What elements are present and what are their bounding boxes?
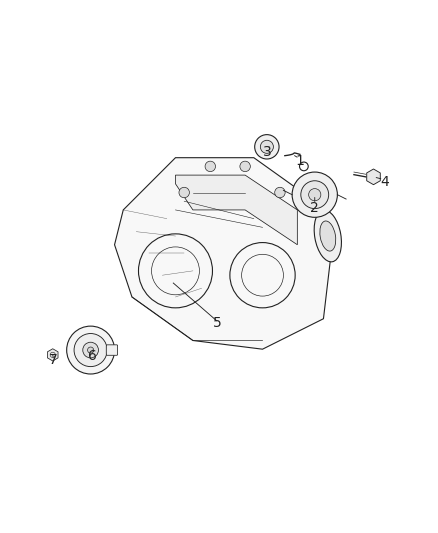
Text: 6: 6: [88, 349, 97, 363]
Polygon shape: [47, 349, 58, 361]
Circle shape: [301, 181, 328, 208]
Circle shape: [254, 135, 279, 159]
Circle shape: [260, 140, 273, 154]
PathPatch shape: [176, 175, 297, 245]
Text: 4: 4: [380, 175, 389, 189]
Text: 2: 2: [311, 201, 319, 215]
Ellipse shape: [320, 221, 336, 251]
Circle shape: [292, 172, 337, 217]
PathPatch shape: [115, 158, 332, 349]
Text: 3: 3: [262, 146, 271, 159]
Circle shape: [83, 342, 99, 358]
Circle shape: [88, 347, 94, 353]
Text: 7: 7: [49, 353, 58, 367]
Circle shape: [67, 326, 115, 374]
Text: 1: 1: [295, 154, 304, 168]
Text: 5: 5: [212, 316, 221, 330]
Circle shape: [74, 334, 107, 367]
Circle shape: [309, 189, 321, 201]
Polygon shape: [367, 169, 380, 184]
Circle shape: [205, 161, 215, 172]
Circle shape: [179, 187, 189, 198]
Circle shape: [240, 161, 251, 172]
FancyBboxPatch shape: [106, 345, 117, 356]
Ellipse shape: [314, 210, 342, 262]
Circle shape: [275, 187, 285, 198]
